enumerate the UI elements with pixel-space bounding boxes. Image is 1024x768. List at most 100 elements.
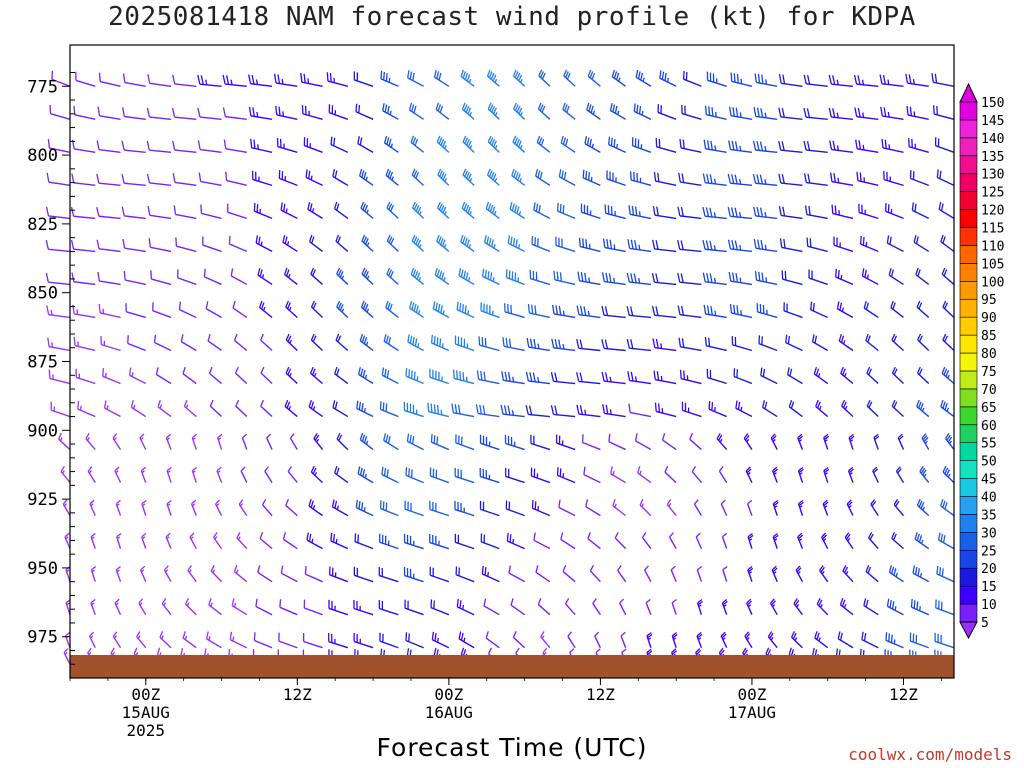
barb-feather [938, 202, 942, 210]
barb-half-feather [50, 309, 53, 316]
barb-feather [619, 598, 625, 604]
barb-staff [360, 207, 374, 219]
terrain-fill [70, 655, 954, 678]
barb-half-feather [713, 178, 717, 185]
barb-staff [209, 405, 223, 418]
wind-barb [122, 238, 146, 253]
wind-barb [803, 173, 828, 187]
barb-feather [205, 631, 209, 639]
barb-staff [530, 278, 551, 286]
barb-feather [937, 532, 941, 541]
barb-feather [335, 234, 340, 242]
wind-barb [98, 72, 121, 87]
colorbar-swatch [959, 191, 978, 210]
barb-feather [285, 333, 290, 341]
barb-staff [563, 75, 576, 87]
barb-feather [441, 272, 445, 280]
barb-feather [383, 71, 386, 81]
barb-half-feather [186, 602, 190, 607]
barb-feather [562, 205, 565, 214]
barb-feather [747, 533, 753, 538]
wind-barb [228, 235, 248, 253]
wind-barb [693, 499, 703, 516]
barb-half-feather [255, 79, 259, 85]
wind-barb [806, 237, 828, 253]
wind-barb [483, 598, 500, 616]
colorbar-label: 135 [981, 150, 1004, 165]
barb-feather [586, 102, 590, 110]
barb-feather [822, 534, 828, 540]
barb-staff [604, 246, 626, 253]
barb-staff [461, 207, 475, 219]
barb-half-feather [861, 79, 865, 85]
credit-link[interactable]: coolwx.com/models [848, 745, 1012, 764]
barb-feather [208, 366, 213, 374]
barb-feather [611, 69, 616, 77]
barb-staff [861, 638, 879, 649]
barb-half-feather [518, 210, 522, 216]
barb-staff [150, 246, 172, 253]
barb-staff [858, 211, 879, 220]
barb-half-feather [462, 604, 464, 610]
barb-staff [281, 572, 298, 583]
barb-feather [943, 269, 948, 277]
barb-staff [453, 412, 475, 418]
barb-feather [778, 140, 782, 151]
colorbar-label: 15 [981, 580, 997, 595]
barb-feather [609, 239, 613, 249]
barb-staff [235, 372, 248, 385]
barb-staff [210, 570, 223, 583]
wind-barb [51, 70, 71, 87]
barb-feather [467, 140, 472, 148]
wind-barb [476, 370, 500, 385]
wind-barb [152, 302, 172, 319]
barb-feather [384, 104, 388, 113]
wind-barb [150, 270, 172, 286]
wind-barb [940, 234, 955, 252]
barb-feather [386, 137, 390, 145]
wind-barb [944, 433, 955, 450]
wind-barb [486, 168, 500, 186]
barb-feather [798, 468, 804, 474]
wind-barb [788, 399, 803, 418]
barb-staff [538, 75, 551, 87]
barb-feather [654, 402, 657, 412]
barb-feather [589, 565, 595, 572]
barb-feather [97, 271, 101, 282]
wind-barb [587, 69, 601, 87]
barb-feather [336, 432, 341, 440]
barb-half-feather [512, 539, 515, 544]
barb-feather [287, 368, 292, 376]
barb-feather [731, 207, 735, 217]
barb-feather [867, 335, 871, 343]
wind-barb [897, 433, 905, 450]
wind-barb [525, 371, 550, 385]
barb-half-feather [417, 310, 421, 315]
barb-feather [889, 236, 892, 245]
barb-staff [812, 341, 829, 352]
barb-feather [278, 106, 281, 116]
wind-barb [260, 366, 273, 385]
barb-feather [756, 207, 760, 217]
wind-barb [797, 532, 804, 549]
barb-half-feather [261, 274, 265, 279]
barb-staff [485, 637, 500, 649]
barb-half-feather [288, 306, 292, 311]
wind-barb [754, 271, 778, 286]
barb-staff [682, 409, 702, 418]
barb-staff [680, 181, 702, 187]
barb-staff [679, 314, 702, 319]
barb-feather [630, 273, 634, 283]
barb-feather [442, 140, 447, 148]
barb-staff [512, 636, 526, 649]
barb-feather [45, 240, 49, 250]
barb-half-feather [341, 275, 345, 280]
barb-half-feather [739, 112, 742, 118]
wind-barb [863, 300, 879, 319]
barb-feather [680, 273, 684, 283]
barb-feather [464, 237, 468, 246]
colorbar-swatch [959, 352, 978, 372]
barb-feather [706, 272, 710, 283]
barb-feather [706, 173, 710, 184]
wind-barb [456, 301, 475, 319]
